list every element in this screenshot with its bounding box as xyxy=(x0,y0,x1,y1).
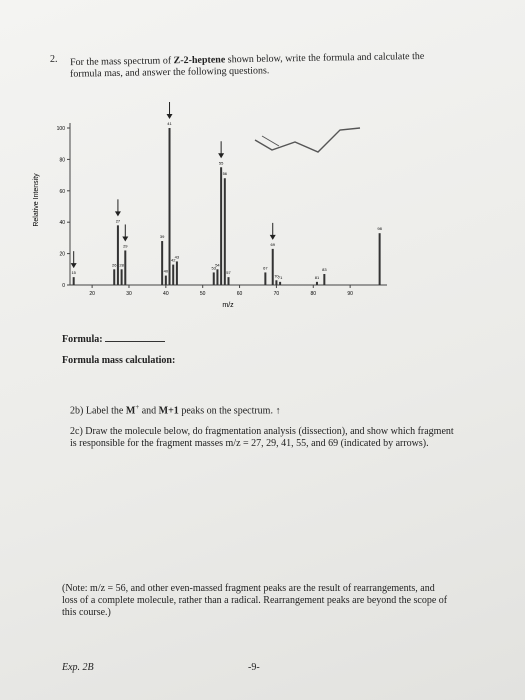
peak-label: 56 xyxy=(223,171,228,176)
arrow-head xyxy=(218,153,225,159)
peak-label: 29 xyxy=(123,243,128,248)
question-number: 2. xyxy=(50,54,58,65)
peak-label: 71 xyxy=(278,275,283,280)
peak xyxy=(161,241,164,285)
peak-label: 54 xyxy=(215,262,220,267)
note: loss of a complete molecule, rather than… xyxy=(62,595,448,606)
peak-label: 55 xyxy=(219,160,224,165)
text: peaks on the spectrum. xyxy=(178,405,273,417)
peak xyxy=(279,281,282,285)
page-number: -9- xyxy=(248,662,260,673)
note: (Note: m/z = 56, and other even-massed f… xyxy=(62,583,435,594)
peak-label: 83 xyxy=(322,267,327,272)
peak xyxy=(315,281,318,285)
peak-label: 26 xyxy=(112,262,117,267)
peak xyxy=(72,277,75,285)
x-tick-label: 50 xyxy=(200,291,206,297)
peak-label: 42 xyxy=(171,258,176,263)
peak-label: 39 xyxy=(160,234,165,239)
y-axis-label: Relative Intensity xyxy=(33,173,40,227)
peak-label: 43 xyxy=(175,254,180,259)
peak xyxy=(116,225,119,285)
y-tick-label: 0 xyxy=(62,283,65,289)
peak xyxy=(216,269,219,285)
formula-label: Formula: xyxy=(62,334,166,345)
peak xyxy=(175,261,178,285)
x-tick-label: 60 xyxy=(237,291,243,297)
x-tick-label: 70 xyxy=(274,291,280,297)
y-tick-label: 100 xyxy=(57,126,66,132)
peak xyxy=(264,272,267,285)
arrow-head xyxy=(70,263,77,269)
peak-label: 40 xyxy=(164,269,169,274)
part-b: 2b) Label the M+ and M+1 peaks on the sp… xyxy=(70,403,281,417)
peak xyxy=(124,250,127,285)
peak-label: 53 xyxy=(212,265,217,270)
part-c: 2c) Draw the molecule below, do fragment… xyxy=(70,426,454,437)
x-tick-label: 20 xyxy=(89,291,95,297)
peak xyxy=(164,275,167,285)
text: M+1 xyxy=(158,405,179,417)
peak xyxy=(323,274,326,285)
y-tick-label: 20 xyxy=(59,252,65,258)
peak xyxy=(220,167,223,285)
peak xyxy=(271,248,274,285)
arrow-head xyxy=(166,114,173,119)
arrow-head xyxy=(122,236,129,242)
peak xyxy=(168,128,171,285)
part-c: is responsible for the fragment masses m… xyxy=(70,438,429,449)
peak-label: 27 xyxy=(116,218,121,223)
x-tick-label: 30 xyxy=(126,291,132,297)
x-tick-label: 90 xyxy=(347,291,353,297)
text: 2b) Label the xyxy=(70,405,126,417)
text: + xyxy=(135,403,140,411)
peak-label: 70 xyxy=(274,273,279,278)
note: this course.) xyxy=(62,607,111,618)
peak-label: 57 xyxy=(226,270,231,275)
peak xyxy=(172,264,175,285)
peak xyxy=(113,269,116,285)
y-tick-label: 80 xyxy=(59,157,65,163)
peak-label: 81 xyxy=(315,275,320,280)
formula-mass-label: Formula mass calculation: xyxy=(62,355,176,366)
text: M xyxy=(125,405,136,417)
double-bond xyxy=(261,135,280,147)
arrow-head xyxy=(114,211,121,217)
peak-label: 98 xyxy=(377,226,382,231)
text: and xyxy=(139,405,159,417)
molecule-sketch xyxy=(254,127,361,153)
arrow-head xyxy=(269,234,276,240)
y-tick-label: 40 xyxy=(59,220,65,226)
peak-label: 67 xyxy=(263,265,268,270)
peak-label: 41 xyxy=(167,121,172,126)
peak xyxy=(212,272,215,285)
peak-label: 28 xyxy=(119,262,124,267)
x-axis-label: m/z xyxy=(222,302,234,309)
y-tick-label: 60 xyxy=(59,189,65,195)
peak xyxy=(223,178,226,285)
peak-label: 15 xyxy=(71,270,76,275)
x-tick-label: 80 xyxy=(310,291,316,297)
footer-left: Exp. 2B xyxy=(62,662,94,673)
text: Formula: xyxy=(62,334,103,345)
peak-label: 69 xyxy=(271,242,276,247)
peak xyxy=(275,280,278,285)
peak xyxy=(378,233,381,285)
peak xyxy=(227,277,230,285)
x-tick-label: 40 xyxy=(163,291,169,297)
spectrum-chart: Relative Intensity m/z 0 20 40 60 80 100 20 30 4… xyxy=(33,102,387,309)
peak xyxy=(120,269,123,285)
